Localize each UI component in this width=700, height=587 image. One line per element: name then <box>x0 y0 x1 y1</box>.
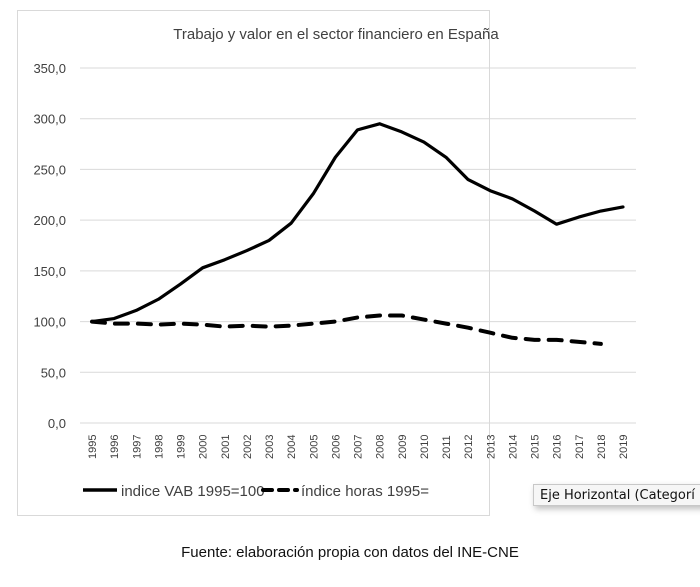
x-tick-label: 2010 <box>419 435 431 459</box>
x-tick-label: 2000 <box>198 435 210 459</box>
series-line-horas[interactable] <box>90 313 603 346</box>
y-axis-ticks: 0,0 50,0 100,0 150,0 200,0 250,0 300,0 350,0 <box>33 61 66 431</box>
chart-title: Trabajo y valor en el sector financiero … <box>173 26 499 43</box>
x-tick-label: 1998 <box>153 435 165 459</box>
y-tick-label: 250,0 <box>33 162 66 177</box>
x-tick-label: 2005 <box>308 435 320 459</box>
x-tick-label: 1999 <box>176 435 188 459</box>
y-tick-label: 350,0 <box>33 61 66 76</box>
x-tick-label: 2019 <box>618 435 630 459</box>
y-tick-label: 50,0 <box>41 365 66 380</box>
x-tick-label: 1996 <box>109 435 121 459</box>
x-tick-label: 2018 <box>596 435 608 459</box>
x-tick-label: 2017 <box>574 435 586 459</box>
y-tick-label: 200,0 <box>33 213 66 228</box>
x-tick-label: 2009 <box>397 435 409 459</box>
x-tick-label: 2015 <box>530 435 542 459</box>
source-caption: Fuente: elaboración propia con datos del… <box>181 544 519 561</box>
legend: indice VAB 1995=100 índice horas 1995= <box>83 483 429 500</box>
x-tick-label: 2001 <box>220 435 232 459</box>
chart-area[interactable] <box>17 10 490 516</box>
x-axis-ticks: 1995 1996 1997 1998 1999 2000 2001 2002 2003 2004… <box>87 435 630 459</box>
x-tick-label: 2012 <box>463 435 475 459</box>
series-lines <box>90 122 625 346</box>
x-tick-label: 2013 <box>485 435 497 459</box>
x-tick-label: 1997 <box>131 435 143 459</box>
y-tick-label: 0,0 <box>48 416 66 431</box>
x-tick-label: 2007 <box>353 435 365 459</box>
gridlines <box>80 67 636 424</box>
x-tick-label: 2006 <box>330 435 342 459</box>
series-line-vab[interactable] <box>90 122 625 324</box>
legend-label-horas: índice horas 1995= <box>301 483 429 500</box>
x-tick-label: 1995 <box>87 435 99 459</box>
x-tick-label: 2003 <box>264 435 276 459</box>
x-tick-label: 2004 <box>286 435 298 459</box>
x-tick-label: 2008 <box>375 435 387 459</box>
legend-label-vab: indice VAB 1995=100 <box>121 483 265 500</box>
y-tick-label: 100,0 <box>33 315 66 330</box>
y-tick-label: 150,0 <box>33 264 66 279</box>
y-tick-label: 300,0 <box>33 112 66 127</box>
x-tick-label: 2002 <box>242 435 254 459</box>
x-tick-label: 2016 <box>552 435 564 459</box>
x-tick-label: 2011 <box>441 435 453 459</box>
x-tick-label: 2014 <box>507 435 519 459</box>
